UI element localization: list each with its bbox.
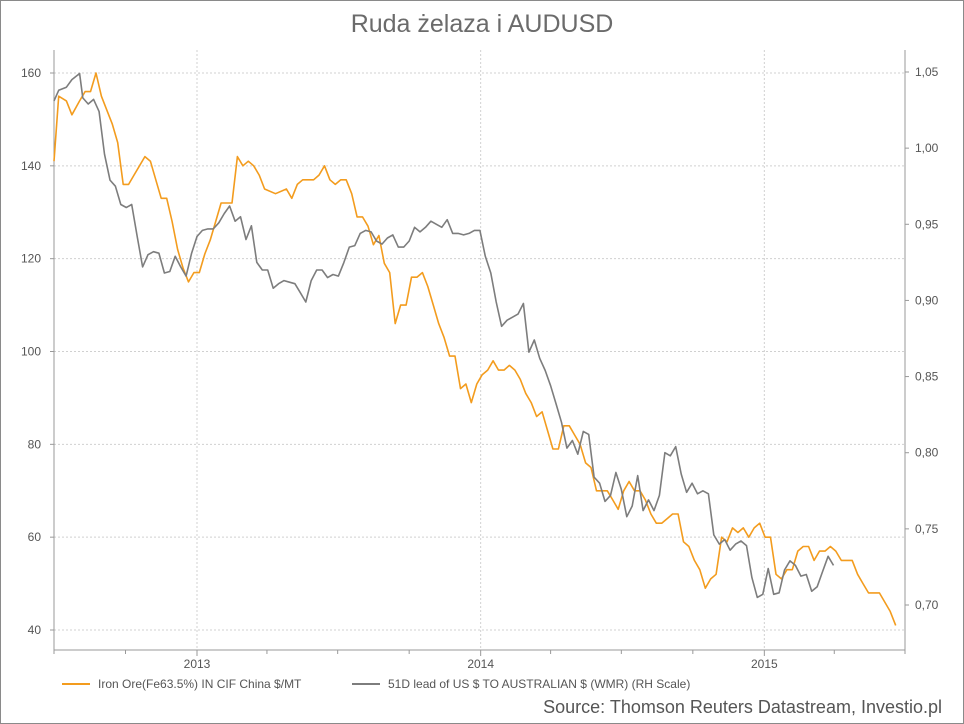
legend-swatch-audusd (352, 683, 380, 685)
legend-item-audusd: 51D lead of US $ TO AUSTRALIAN $ (WMR) (… (352, 677, 690, 691)
left-tick-label: 160 (21, 66, 41, 80)
legend-item-iron-ore: Iron Ore(Fe63.5%) IN CIF China $/MT (62, 677, 301, 691)
legend-label-audusd: 51D lead of US $ TO AUSTRALIAN $ (WMR) (… (388, 677, 691, 691)
legend-label-iron-ore: Iron Ore(Fe63.5%) IN CIF China $/MT (98, 677, 302, 691)
left-tick-label: 140 (21, 159, 41, 173)
x-tick-label: 2014 (467, 657, 494, 671)
left-tick-label: 120 (21, 252, 41, 266)
right-tick-label: 0,85 (915, 370, 939, 384)
left-tick-label: 100 (21, 345, 41, 359)
right-tick-label: 0,95 (915, 217, 939, 231)
right-tick-label: 0,75 (915, 522, 939, 536)
right-tick-label: 1,00 (915, 141, 939, 155)
left-tick-label: 80 (28, 437, 42, 451)
series-line-iron-ore (53, 72, 897, 626)
right-tick-label: 0,70 (915, 598, 939, 612)
series-layer (53, 72, 897, 626)
right-tick-label: 0,90 (915, 293, 939, 307)
axes: 40 60 80 100 120 140 160 0,70 0,75 0,80 0,85 0,90 0,… (21, 50, 939, 671)
left-tick-label: 40 (28, 623, 42, 637)
x-tick-label: 2015 (751, 657, 778, 671)
legend-swatch-iron-ore (62, 683, 90, 685)
source-note: Source: Thomson Reuters Datastream, Inve… (543, 697, 942, 717)
right-tick-label: 1,05 (915, 65, 939, 79)
left-tick-label: 60 (28, 530, 42, 544)
gridlines (54, 50, 905, 650)
right-tick-label: 0,80 (915, 446, 939, 460)
series-line-audusd (53, 72, 835, 599)
x-tick-label: 2013 (184, 657, 211, 671)
chart-title: Ruda żelaza i AUDUSD (350, 10, 614, 38)
